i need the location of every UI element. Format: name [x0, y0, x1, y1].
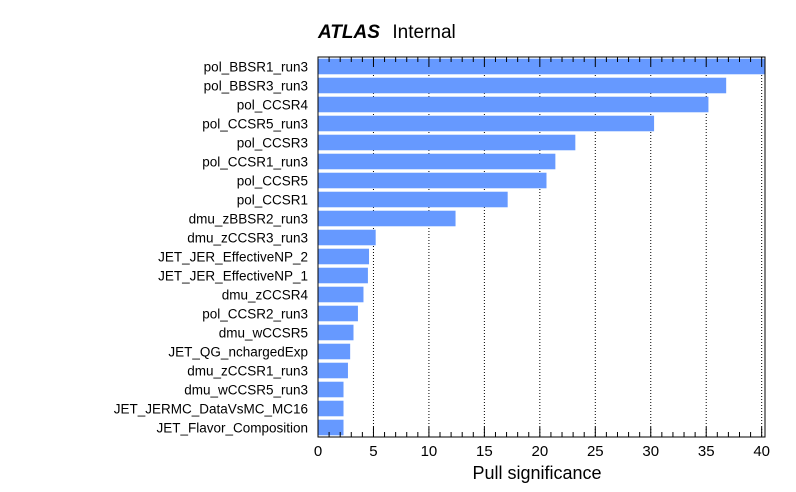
chart-title-atlas: ATLAS: [317, 22, 380, 43]
grid-lines: [372, 57, 763, 437]
category-label: dmu_wCCSR5_run3: [184, 383, 308, 398]
bar: [318, 115, 655, 132]
category-label: pol_CCSR1_run3: [202, 155, 308, 170]
x-axis-ticks: [317, 57, 763, 437]
bar: [318, 400, 344, 417]
bar: [318, 343, 351, 360]
category-label: pol_CCSR5_run3: [202, 117, 308, 132]
tick-label: 5: [369, 443, 377, 460]
bar: [318, 58, 765, 75]
x-tick-labels: 0 5 10 15 20 25 30 35 40: [314, 443, 770, 460]
category-labels: pol_BBSR1_run3 pol_BBSR3_run3 pol_CCSR4pol…: [114, 60, 309, 436]
bar: [318, 172, 547, 189]
plot-frame: [317, 56, 766, 438]
category-label: pol_CCSR2_run3: [202, 307, 308, 322]
bar: [318, 267, 368, 284]
category-label: JET_Flavor_Composition: [156, 421, 308, 436]
x-axis-title: Pull significance: [472, 463, 601, 483]
bar: [318, 153, 556, 170]
tick-label: 15: [476, 443, 493, 460]
category-label: dmu_zCCSR4: [222, 288, 309, 303]
category-label: dmu_zCCSR1_run3: [187, 364, 308, 379]
bar: [318, 419, 344, 436]
tick-label: 0: [314, 443, 322, 460]
tick-label: 10: [421, 443, 438, 460]
tick-label: 20: [531, 443, 548, 460]
bar: [318, 286, 364, 303]
bar: [318, 77, 727, 94]
category-label: JET_JER_EffectiveNP_1: [158, 269, 308, 284]
bar: [318, 381, 344, 398]
category-label: JET_JER_EffectiveNP_2: [158, 250, 308, 265]
tick-label: 25: [587, 443, 604, 460]
category-label: pol_CCSR5: [237, 174, 308, 189]
category-label: pol_CCSR4: [237, 98, 309, 113]
bars-group: [318, 58, 765, 436]
category-label: JET_QG_nchargedExp: [168, 345, 308, 360]
bar: [318, 324, 354, 341]
bar: [318, 248, 370, 265]
bar: [318, 229, 376, 246]
tick-label: 40: [753, 443, 770, 460]
bar: [318, 305, 358, 322]
category-label: JET_JERMC_DataVsMC_MC16: [114, 402, 308, 417]
bar: [318, 362, 348, 379]
tick-label: 35: [698, 443, 715, 460]
bar: [318, 134, 576, 151]
tick-label: 30: [642, 443, 659, 460]
bar: [318, 210, 456, 227]
category-label: pol_CCSR3: [237, 136, 308, 151]
category-label: dmu_zCCSR3_run3: [187, 231, 308, 246]
category-label: dmu_wCCSR5: [219, 326, 308, 341]
svg-text:ATLAS Internal: ATLAS Internal: [317, 22, 456, 43]
category-label: dmu_zBBSR2_run3: [189, 212, 308, 227]
category-label: pol_BBSR1_run3: [204, 60, 308, 75]
chart-title-internal: Internal: [392, 22, 455, 43]
category-label: pol_CCSR1: [237, 193, 308, 208]
bar: [318, 96, 709, 113]
category-label: pol_BBSR3_run3: [204, 79, 308, 94]
bar: [318, 191, 508, 208]
